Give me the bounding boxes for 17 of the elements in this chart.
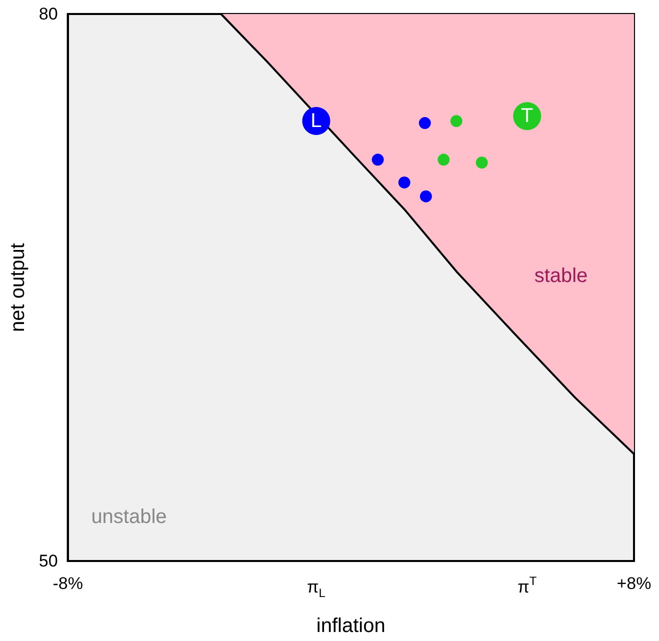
point bbox=[398, 176, 410, 188]
annotation: unstable bbox=[91, 506, 167, 528]
y-tick-label: 80 bbox=[38, 4, 58, 24]
point bbox=[420, 190, 432, 202]
y-tick-label: 50 bbox=[38, 552, 58, 570]
annotation: stable bbox=[534, 265, 588, 287]
point bbox=[418, 117, 431, 130]
point bbox=[450, 115, 462, 128]
point bbox=[476, 156, 488, 169]
point bbox=[438, 154, 450, 166]
x-tick-label: -8% bbox=[52, 574, 83, 593]
series-label: T bbox=[521, 105, 534, 128]
y-axis-title: net output bbox=[7, 242, 29, 332]
x-axis-title: inflation bbox=[316, 615, 386, 637]
point bbox=[372, 154, 384, 166]
series-label: L bbox=[310, 110, 322, 132]
x-tick-label: +8% bbox=[616, 574, 652, 593]
